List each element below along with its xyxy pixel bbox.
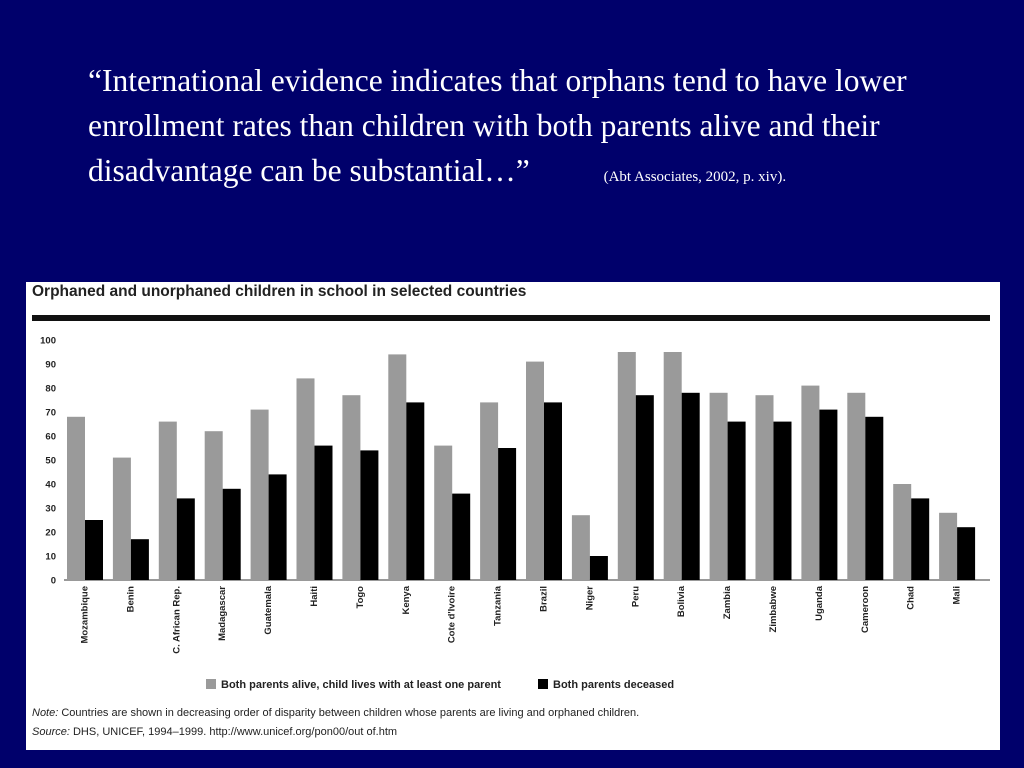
bar-both-parents-deceased	[406, 402, 425, 580]
bar-both-parents-alive	[250, 409, 269, 580]
note-label: Note:	[32, 707, 59, 719]
bar-both-parents-alive	[709, 392, 728, 580]
bar-both-parents-deceased	[589, 556, 608, 580]
x-tick-label: Uganda	[814, 585, 825, 621]
x-tick-label: Madagascar	[217, 586, 228, 641]
bar-both-parents-deceased	[222, 488, 241, 580]
x-tick-label: Zambia	[722, 585, 733, 619]
bar-both-parents-alive	[480, 402, 499, 580]
bar-both-parents-alive	[204, 431, 223, 580]
y-tick-label: 10	[45, 552, 56, 563]
bar-both-parents-deceased	[85, 520, 103, 580]
bar-both-parents-deceased	[773, 421, 792, 580]
bar-both-parents-alive	[893, 484, 912, 580]
bar-both-parents-alive	[847, 392, 866, 580]
y-tick-label: 60	[45, 432, 56, 443]
bar-both-parents-alive	[801, 385, 820, 580]
note-text: Countries are shown in decreasing order …	[58, 707, 640, 719]
x-tick-label: Tanzania	[493, 585, 504, 626]
x-tick-label: Togo	[355, 586, 366, 609]
bar-both-parents-alive	[112, 457, 131, 580]
bar-both-parents-deceased	[452, 493, 471, 580]
y-tick-label: 20	[45, 528, 56, 539]
legend-swatch-both-parents-deceased	[538, 679, 548, 689]
x-tick-label: Benin	[125, 586, 136, 613]
x-tick-label: Mali	[952, 586, 963, 604]
x-tick-label: Zimbabwe	[768, 586, 779, 632]
y-tick-label: 0	[51, 576, 56, 587]
x-tick-label: Chad	[906, 586, 917, 610]
bar-both-parents-deceased	[635, 395, 654, 580]
bar-both-parents-deceased	[314, 445, 333, 580]
y-tick-label: 100	[40, 336, 56, 347]
bar-both-parents-deceased	[957, 527, 976, 580]
bar-both-parents-deceased	[681, 392, 700, 580]
bar-both-parents-deceased	[727, 421, 746, 580]
bar-both-parents-alive	[67, 416, 85, 580]
chart-note: Note: Countries are shown in decreasing …	[32, 707, 639, 719]
legend-label-both-parents-deceased: Both parents deceased	[553, 679, 674, 691]
legend-swatch-both-parents-alive	[206, 679, 216, 689]
quote-citation: (Abt Associates, 2002, p. xiv).	[603, 169, 787, 185]
bar-both-parents-deceased	[498, 448, 517, 580]
y-tick-label: 90	[45, 360, 56, 371]
x-tick-label: Cameroon	[860, 586, 871, 633]
bar-both-parents-alive	[342, 395, 361, 580]
bar-both-parents-deceased	[911, 498, 930, 580]
bar-both-parents-alive	[296, 378, 315, 580]
legend-label-both-parents-alive: Both parents alive, child lives with at …	[221, 679, 501, 691]
bar-both-parents-alive	[388, 354, 407, 580]
bar-both-parents-alive	[755, 395, 774, 580]
title-rule	[32, 315, 990, 321]
x-tick-label: Niger	[584, 586, 595, 611]
y-tick-label: 40	[45, 480, 56, 491]
source-text: DHS, UNICEF, 1994–1999. http://www.unice…	[69, 726, 398, 738]
y-tick-label: 70	[45, 408, 56, 419]
y-tick-label: 80	[45, 384, 56, 395]
bar-both-parents-deceased	[130, 539, 149, 580]
bar-both-parents-alive	[663, 352, 682, 580]
x-tick-label: C. African Rep.	[171, 586, 182, 654]
bar-both-parents-alive	[939, 512, 958, 580]
bar-both-parents-deceased	[865, 416, 884, 580]
chart-title: Orphaned and unorphaned children in scho…	[32, 283, 527, 300]
x-tick-label: Guatemala	[263, 585, 274, 634]
x-tick-label: Kenya	[401, 585, 412, 614]
y-tick-label: 50	[45, 456, 56, 467]
chart-panel: Orphaned and unorphaned children in scho…	[26, 282, 1000, 750]
quote-text: “International evidence indicates that o…	[88, 63, 907, 188]
x-tick-label: Haiti	[309, 586, 320, 607]
bar-chart: 0 10 20 30 40 50 60 70 80 90 100 Mozambique Benin C. …	[40, 336, 990, 691]
x-tick-label: Brazil	[539, 586, 550, 612]
x-tick-label: Mozambique	[80, 586, 91, 644]
chart-source: Source: DHS, UNICEF, 1994–1999. http://w…	[32, 726, 397, 738]
bar-both-parents-alive	[158, 421, 177, 580]
bar-both-parents-alive	[434, 445, 453, 580]
x-tick-label: Bolivia	[676, 585, 687, 617]
bar-both-parents-deceased	[176, 498, 195, 580]
bar-both-parents-alive	[617, 352, 636, 580]
x-tick-label: Peru	[630, 586, 641, 607]
bar-both-parents-deceased	[360, 450, 379, 580]
bar-both-parents-alive	[526, 361, 544, 580]
bar-both-parents-deceased	[819, 409, 838, 580]
source-label: Source:	[32, 726, 70, 738]
bar-both-parents-deceased	[268, 474, 287, 580]
x-tick-label: Cote d'Ivoire	[447, 586, 458, 643]
bar-both-parents-alive	[571, 515, 590, 580]
y-tick-label: 30	[45, 504, 56, 515]
bar-both-parents-deceased	[544, 402, 562, 580]
quote-block: “International evidence indicates that o…	[88, 58, 968, 200]
